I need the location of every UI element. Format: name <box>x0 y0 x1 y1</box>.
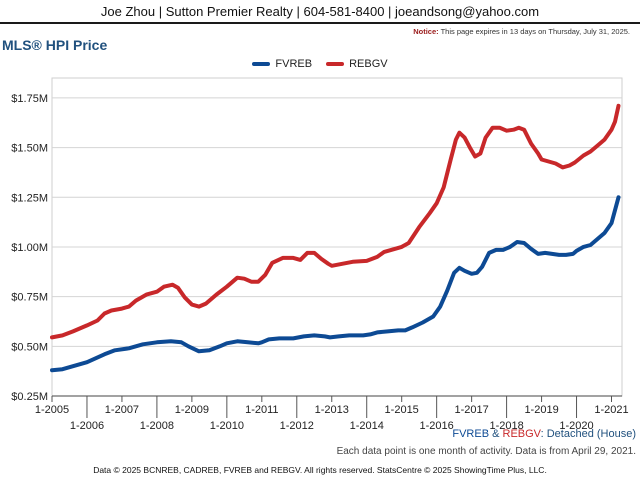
legend-item-fvreb: FVREB <box>252 58 312 70</box>
subtitle-property-type: : Detached (House) <box>540 428 636 440</box>
notice-label: Notice: <box>413 27 439 36</box>
x-tick-label: 1-2010 <box>210 420 244 432</box>
y-tick-label: $1.00M <box>11 242 48 254</box>
chart-legend: FVREB REBGV <box>0 58 640 70</box>
x-tick-label: 1-2018 <box>489 420 523 432</box>
legend-label-rebgv: REBGV <box>349 58 388 70</box>
y-tick-label: $1.75M <box>11 93 48 105</box>
notice-text: This page expires in 13 days on Thursday… <box>438 27 630 36</box>
y-tick-label: $0.75M <box>11 292 48 304</box>
x-tick-label: 1-2007 <box>105 404 139 416</box>
plot-frame <box>51 77 623 397</box>
series-line-fvreb <box>50 195 621 373</box>
x-tick-label: 1-2012 <box>280 420 314 432</box>
copyright-footer: Data © 2025 BCNREB, CADREB, FVREB and RE… <box>93 465 547 475</box>
subtitle-fvreb: FVREB <box>452 428 490 440</box>
gridlines <box>51 77 623 397</box>
y-tick-label: $1.25M <box>11 192 48 204</box>
legend-swatch-fvreb <box>252 62 271 66</box>
y-tick-label: $0.25M <box>11 391 48 403</box>
data-note: Each data point is one month of activity… <box>336 446 636 457</box>
agent-contact: Joe Zhou | Sutton Premier Realty | 604-5… <box>100 3 540 19</box>
x-tick-label: 1-2021 <box>594 404 628 416</box>
legend-label-fvreb: FVREB <box>275 58 313 70</box>
legend-item-rebgv: REBGV <box>326 58 388 70</box>
x-tick-label: 1-2014 <box>350 420 384 432</box>
x-tick-label: 1-2006 <box>70 420 104 432</box>
x-tick-label: 1-2011 <box>245 404 278 416</box>
x-tick-label: 1-2019 <box>524 404 558 416</box>
y-tick-label: $0.50M <box>11 341 48 353</box>
series-line-rebgv <box>50 103 621 340</box>
subtitle-ampersand: & <box>489 428 503 440</box>
chart-title: MLS® HPI Price <box>2 37 108 53</box>
y-tick-label: $1.50M <box>11 143 48 155</box>
y-axis-labels: $0.25M $0.50M $0.75M $1.00M $1.25M $1.50M $1.7… <box>11 93 48 403</box>
x-axis: 1-20051-20061-20071-20081-20091-20101-20… <box>35 395 629 432</box>
expiry-notice: Notice: This page expires in 13 days on … <box>413 27 630 36</box>
x-tick-label: 1-2009 <box>175 404 209 416</box>
x-tick-label: 1-2015 <box>385 404 419 416</box>
x-tick-label: 1-2016 <box>420 420 454 432</box>
legend-swatch-rebgv <box>326 62 345 66</box>
chart-subtitle: FVREB & REBGV: Detached (House) <box>452 428 636 440</box>
subtitle-rebgv: REBGV <box>502 428 541 440</box>
x-tick-label: 1-2017 <box>454 404 488 416</box>
x-tick-label: 1-2013 <box>315 404 349 416</box>
x-tick-label: 1-2008 <box>140 420 174 432</box>
header-bar: Joe Zhou | Sutton Premier Realty | 604-5… <box>0 0 640 24</box>
series-lines <box>50 103 621 373</box>
x-tick-label: 1-2020 <box>559 420 593 432</box>
x-tick-label: 1-2005 <box>35 404 69 416</box>
